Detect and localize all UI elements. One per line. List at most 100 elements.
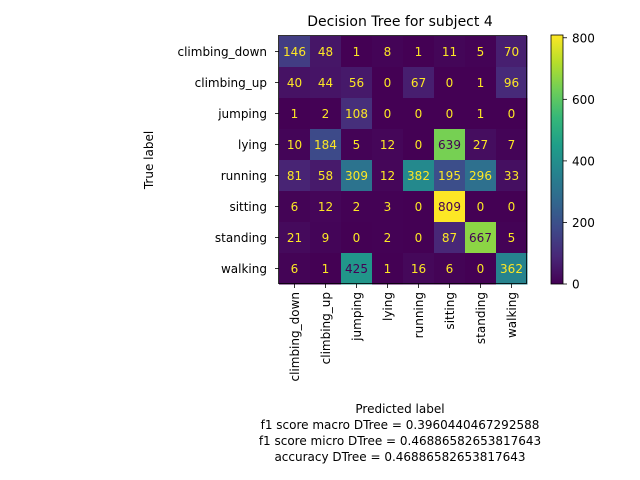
x-tick-label: sitting	[443, 292, 457, 330]
heatmap-cell	[403, 129, 435, 161]
cell-value-label: 0	[384, 107, 392, 121]
f1-macro-note: f1 score macro DTree = 0.396044046729258…	[261, 418, 540, 432]
cell-value-label: 1	[415, 45, 423, 59]
heatmap-cell	[434, 222, 466, 254]
cell-value-label: 67	[411, 76, 426, 90]
cell-value-label: 1	[384, 262, 392, 276]
heatmap-cell	[372, 191, 404, 223]
heatmap-cell	[279, 191, 311, 223]
x-tick-label: standing	[474, 292, 488, 344]
cell-value-label: 11	[442, 45, 457, 59]
heatmap-cell	[434, 36, 466, 68]
heatmap-cell	[403, 191, 435, 223]
colorbar	[550, 34, 564, 285]
heatmap-cell	[496, 160, 528, 192]
cell-value-label: 0	[508, 200, 516, 214]
cell-value-label: 0	[415, 200, 423, 214]
cell-value-label: 48	[318, 45, 333, 59]
cell-value-label: 16	[411, 262, 426, 276]
heatmap-cell	[372, 129, 404, 161]
heatmap-cell	[279, 67, 311, 99]
heatmap-cell	[496, 67, 528, 99]
heatmap-cell	[465, 160, 497, 192]
cell-value-label: 12	[380, 169, 395, 183]
heatmap-cell	[341, 222, 373, 254]
cell-value-label: 6	[446, 262, 454, 276]
heatmap-cell	[465, 222, 497, 254]
heatmap-cell	[310, 222, 342, 254]
cell-value-label: 5	[353, 138, 361, 152]
colorbar-tick-label: 0	[572, 278, 580, 292]
cell-value-label: 96	[504, 76, 519, 90]
heatmap-cell	[434, 253, 466, 285]
heatmap-cell	[341, 129, 373, 161]
cell-value-label: 0	[415, 107, 423, 121]
heatmap-cell	[310, 36, 342, 68]
cell-value-label: 108	[345, 107, 368, 121]
heatmap-cell	[403, 253, 435, 285]
heatmap-cell	[465, 67, 497, 99]
heatmap-cell	[341, 191, 373, 223]
x-axis-label: Predicted label	[355, 402, 444, 416]
heatmap-cell	[372, 253, 404, 285]
cell-value-label: 1	[291, 107, 299, 121]
cell-value-label: 2	[353, 200, 361, 214]
heatmap-cell	[403, 160, 435, 192]
axis-ticks: climbing_downclimbing_upjumpinglyingrunn…	[177, 45, 519, 382]
heatmap-cell	[403, 98, 435, 130]
cell-value-label: 10	[287, 138, 302, 152]
y-tick-label: walking	[221, 262, 267, 276]
heatmap-cell	[341, 160, 373, 192]
x-tick-label: climbing_up	[319, 292, 333, 364]
heatmap-cell	[341, 67, 373, 99]
cell-value-label: 184	[314, 138, 337, 152]
cell-value-label: 12	[380, 138, 395, 152]
heatmap-cell	[310, 160, 342, 192]
y-tick-label: jumping	[217, 107, 267, 121]
cell-value-label: 5	[477, 45, 485, 59]
cell-value-label: 44	[318, 76, 333, 90]
cell-value-label: 0	[384, 76, 392, 90]
heatmap-cell	[496, 98, 528, 130]
x-tick-label: lying	[381, 292, 395, 321]
cell-value-label: 56	[349, 76, 364, 90]
cell-value-label: 0	[508, 107, 516, 121]
y-axis-label: True label	[142, 131, 156, 190]
x-tick-label: running	[412, 292, 426, 338]
cell-value-label: 1	[353, 45, 361, 59]
cell-value-label: 81	[287, 169, 302, 183]
colorbar-tick-label: 400	[572, 154, 595, 168]
heatmap-cell	[434, 160, 466, 192]
cell-value-label: 1	[477, 107, 485, 121]
heatmap-cell	[403, 36, 435, 68]
cell-value-label: 12	[318, 200, 333, 214]
heatmap-cell	[403, 67, 435, 99]
heatmap-cell	[496, 129, 528, 161]
cell-value-label: 87	[442, 231, 457, 245]
cell-value-label: 1	[322, 262, 330, 276]
y-tick-label: sitting	[229, 200, 267, 214]
heatmap-cell	[465, 191, 497, 223]
cell-value-label: 0	[446, 76, 454, 90]
cell-value-label: 6	[291, 262, 299, 276]
heatmap-cell	[310, 191, 342, 223]
heatmap-cell	[496, 222, 528, 254]
heatmap-cell	[465, 129, 497, 161]
y-tick-label: running	[221, 169, 267, 183]
cell-value-label: 27	[473, 138, 488, 152]
heatmap-cell	[279, 98, 311, 130]
colorbar-tick-label: 200	[572, 216, 595, 230]
heatmap-cell	[372, 222, 404, 254]
heatmap-cell	[403, 222, 435, 254]
heatmap-cell	[310, 67, 342, 99]
cell-value-label: 667	[469, 231, 492, 245]
heatmap-cell	[341, 98, 373, 130]
heatmap-cell	[465, 98, 497, 130]
heatmap-cell	[310, 129, 342, 161]
heatmap-cell	[279, 36, 311, 68]
cell-value-label: 58	[318, 169, 333, 183]
heatmap-cell	[279, 160, 311, 192]
cell-value-label: 362	[500, 262, 523, 276]
